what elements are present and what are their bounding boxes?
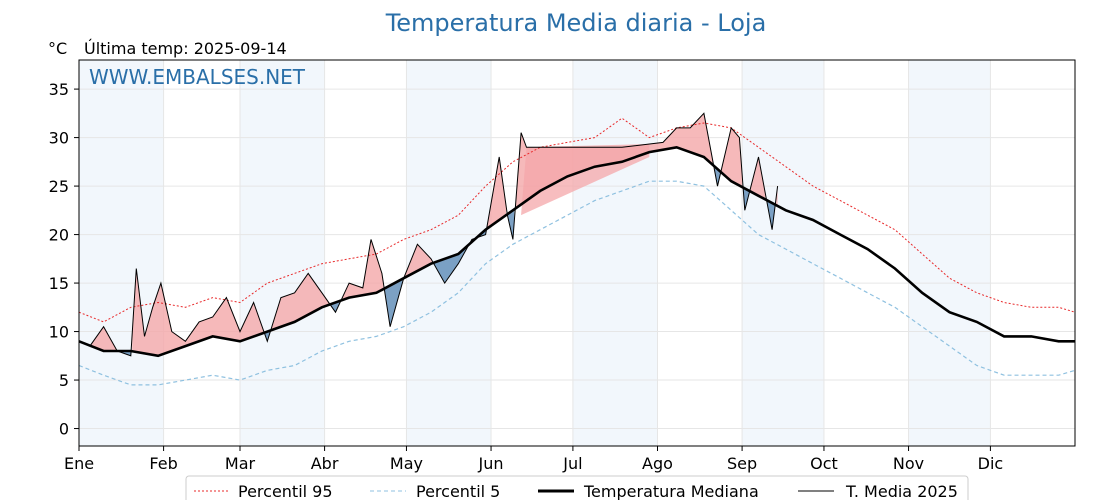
x-tick-label-Abr: Abr bbox=[311, 454, 339, 473]
month-bands bbox=[79, 60, 991, 446]
chart-title: Temperatura Media diaria - Loja bbox=[385, 9, 767, 37]
y-tick-label-25: 25 bbox=[49, 177, 69, 196]
legend-box bbox=[185, 475, 969, 500]
axis-ticks: 0 5 10 15 20 25 30 35 Ene Feb Mar Abr May Jun Jul Ago Se… bbox=[49, 80, 1004, 473]
x-tick-label-May: May bbox=[390, 454, 423, 473]
anomaly-fill-15 bbox=[507, 209, 515, 240]
series-line-2025 bbox=[78, 112, 779, 357]
anomaly-fill-18 bbox=[721, 127, 743, 188]
month-band-5 bbox=[908, 60, 991, 446]
anomaly-fill-20 bbox=[750, 156, 766, 200]
y-tick-label-0: 0 bbox=[59, 420, 69, 439]
month-band-1 bbox=[239, 60, 325, 446]
y-tick-label-15: 15 bbox=[49, 274, 69, 293]
x-tick-label-Mar: Mar bbox=[225, 454, 256, 473]
x-tick-label-Jun: Jun bbox=[478, 454, 504, 473]
series-lines bbox=[78, 112, 1076, 386]
watermark: WWW.EMBALSES.NET bbox=[89, 65, 306, 89]
month-band-0 bbox=[79, 60, 164, 446]
series-line-p95 bbox=[78, 117, 1076, 323]
x-tick-label-Feb: Feb bbox=[149, 454, 177, 473]
anomaly-fill-11 bbox=[433, 245, 468, 284]
legend: Percentil 95 Percentil 5 Temperatura Med… bbox=[185, 475, 969, 500]
legend-label-p95: Percentil 95 bbox=[238, 482, 333, 500]
month-band-3 bbox=[572, 60, 658, 446]
y-tick-label-10: 10 bbox=[49, 323, 69, 342]
legend-label-2025: T. Media 2025 bbox=[845, 482, 958, 500]
month-band-4 bbox=[742, 60, 824, 446]
y-tick-label-30: 30 bbox=[49, 129, 69, 148]
last-temp-label: Última temp: 2025-09-14 bbox=[84, 39, 287, 58]
x-tick-label-Dic: Dic bbox=[978, 454, 1004, 473]
grid-lines bbox=[78, 60, 1075, 446]
x-tick-label-Oct: Oct bbox=[810, 454, 838, 473]
anomaly-fill-9 bbox=[384, 278, 403, 327]
legend-label-median: Temperatura Mediana bbox=[583, 482, 759, 500]
anomaly-fill-6 bbox=[271, 273, 331, 331]
anomaly-fill-4 bbox=[132, 268, 264, 356]
series-line-median bbox=[78, 145, 1075, 358]
anomaly-fill-2 bbox=[91, 326, 118, 351]
y-tick-label-35: 35 bbox=[49, 80, 69, 99]
series-line-p5 bbox=[78, 180, 1076, 386]
unit-label: °C bbox=[48, 39, 67, 58]
x-tick-label-Nov: Nov bbox=[893, 454, 924, 473]
x-tick-label-Jul: Jul bbox=[562, 454, 582, 473]
x-tick-label-Ago: Ago bbox=[642, 454, 673, 473]
plot-frame bbox=[78, 59, 1076, 447]
x-tick-label-Sep: Sep bbox=[727, 454, 757, 473]
y-tick-label-20: 20 bbox=[49, 226, 69, 245]
x-tick-label-Ene: Ene bbox=[64, 454, 94, 473]
y-tick-label-5: 5 bbox=[59, 371, 69, 390]
legend-label-p5: Percentil 5 bbox=[416, 482, 500, 500]
